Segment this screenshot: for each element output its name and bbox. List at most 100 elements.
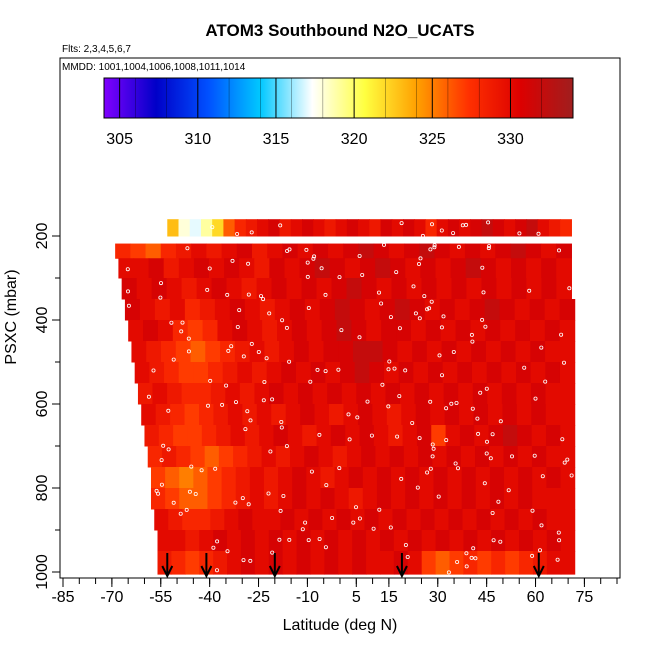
heatmap-cell (376, 488, 392, 510)
heatmap-cell (421, 551, 437, 575)
sample-point (246, 261, 251, 266)
heatmap-cell (560, 488, 576, 510)
sample-point (208, 378, 213, 383)
heatmap-cell (335, 219, 348, 237)
colorbar-tick-label: 330 (497, 131, 524, 148)
sample-point (261, 398, 266, 403)
x-tick-label: -10 (296, 589, 319, 606)
sample-point (427, 306, 432, 311)
heatmap-cell (324, 530, 339, 552)
heatmap-cell (544, 320, 561, 342)
sample-point (376, 290, 381, 295)
heatmap-cell (545, 383, 561, 405)
heatmap-cell (304, 446, 320, 468)
heatmap-cell (388, 243, 405, 259)
sample-point (224, 383, 229, 388)
heatmap-cell (181, 278, 198, 300)
heatmap-cell (199, 530, 214, 552)
heatmap-cell (496, 278, 513, 300)
heatmap-cell (515, 341, 531, 363)
heatmap-cell (399, 383, 416, 405)
sample-point (300, 527, 305, 532)
heatmap-cell (221, 243, 238, 259)
heatmap-cell (545, 425, 561, 447)
sample-point (532, 453, 537, 458)
heatmap-cell (541, 258, 557, 279)
sample-point (439, 325, 444, 330)
heatmap-cell (191, 243, 207, 259)
heatmap-cell (454, 299, 471, 321)
heatmap-cell (273, 425, 289, 447)
heatmap-cell (308, 341, 325, 363)
sample-point (456, 244, 461, 249)
x-tick-label: 30 (429, 589, 447, 606)
sample-point (480, 317, 485, 322)
sample-point (185, 246, 190, 251)
sample-point (415, 485, 420, 490)
heatmap-cell (147, 446, 163, 468)
heatmap-cell (223, 219, 236, 237)
sample-point (308, 379, 313, 384)
heatmap-cell (338, 530, 353, 552)
sample-point (557, 248, 562, 253)
heatmap-cell (266, 509, 281, 531)
heatmap-cell (515, 219, 528, 237)
heatmap-cell (310, 362, 326, 384)
heatmap-cell (492, 219, 505, 237)
heatmap-cell (209, 258, 225, 279)
heatmap-cell (375, 446, 391, 468)
sample-point (281, 493, 286, 498)
heatmap-cell (334, 467, 350, 489)
heatmap-cell (254, 551, 270, 575)
heatmap-cell (500, 320, 516, 342)
heatmap-cell (426, 341, 443, 363)
sample-point (403, 543, 408, 548)
heatmap-cell (128, 320, 144, 342)
heatmap-cell (262, 320, 278, 342)
sample-point (249, 341, 254, 346)
sample-point (522, 365, 527, 370)
sample-point (214, 568, 219, 573)
heatmap-cell (519, 551, 534, 575)
heatmap-cell (495, 258, 512, 279)
heatmap-cell (463, 530, 478, 552)
sample-point (470, 339, 475, 344)
sample-point (169, 320, 174, 325)
sample-point (184, 507, 189, 512)
sample-point (357, 253, 362, 258)
heatmap-cell (362, 467, 378, 489)
heatmap-cell (526, 219, 539, 237)
x-tick-label: 45 (478, 589, 496, 606)
heatmap-cell (348, 467, 364, 489)
heatmap-cell (115, 243, 131, 259)
heatmap-cell (444, 404, 460, 426)
sample-point (377, 507, 382, 512)
heatmap-cell (329, 404, 345, 426)
heatmap-cell (306, 467, 322, 489)
heatmap-cell (390, 258, 406, 279)
sample-point (126, 289, 131, 294)
heatmap-cell (470, 320, 486, 342)
heatmap-cell (414, 383, 430, 405)
heatmap-cell (469, 299, 486, 321)
heatmap-cell (457, 362, 473, 384)
heatmap-cell (341, 383, 357, 405)
heatmap-cell (143, 320, 159, 342)
sample-point (317, 537, 322, 542)
sample-point (126, 303, 131, 308)
sample-point (225, 292, 230, 297)
sample-point (430, 442, 435, 447)
heatmap-row-10 (144, 425, 576, 447)
sample-point (381, 242, 386, 247)
sample-point (517, 231, 522, 236)
heatmap-cell (204, 446, 220, 468)
heatmap-cell (237, 362, 253, 384)
heatmap-cell (412, 341, 428, 363)
heatmap-cell (386, 404, 402, 426)
heatmap-cell (208, 362, 224, 384)
sample-point (324, 483, 329, 488)
heatmap-cell (343, 404, 359, 426)
sample-point (397, 326, 402, 331)
heatmap-cell (456, 341, 472, 363)
heatmap-cell (278, 488, 293, 510)
